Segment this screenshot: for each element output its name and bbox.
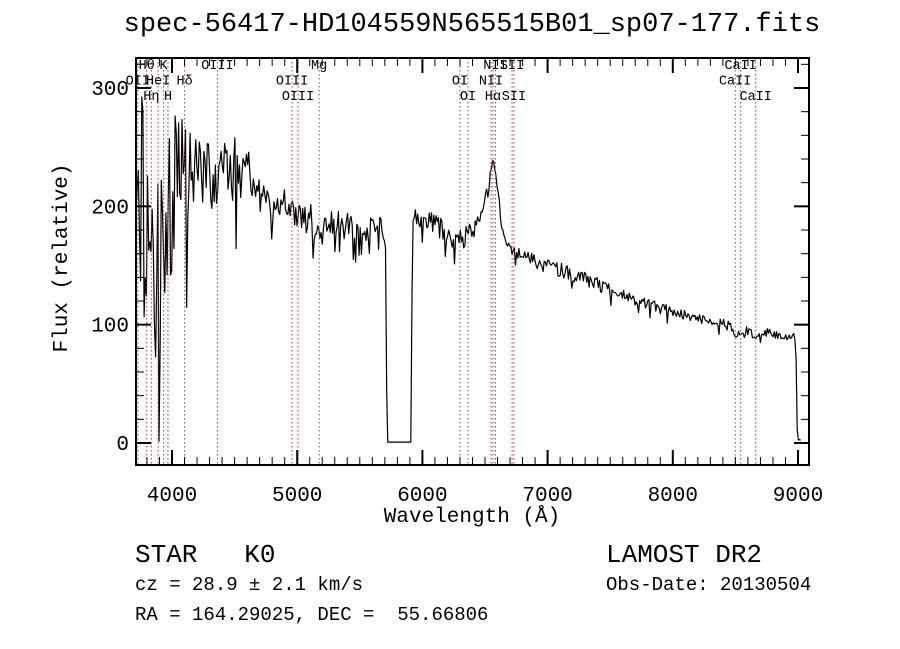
svg-text:Hδ: Hδ [177, 75, 193, 90]
svg-text:Hη: Hη [143, 90, 159, 105]
svg-text:OI: OI [460, 90, 476, 105]
svg-text:8000: 8000 [648, 485, 698, 508]
svg-text:OIII: OIII [201, 59, 233, 74]
svg-text:0: 0 [116, 434, 129, 457]
svg-text:5000: 5000 [272, 485, 322, 508]
svg-text:H: H [164, 90, 172, 105]
svg-text:100: 100 [91, 316, 129, 339]
classification-text: STAR K0 [135, 540, 276, 570]
coordinates-text: RA = 164.29025, DEC = 55.66806 [135, 604, 489, 626]
svg-text:K: K [160, 59, 169, 74]
svg-text:Hθ: Hθ [139, 59, 155, 74]
svg-text:NII: NII [479, 75, 503, 90]
svg-text:9000: 9000 [773, 485, 823, 508]
obs-date-text: Obs-Date: 20130504 [606, 574, 812, 596]
y-axis-label: Flux (relative) [51, 163, 74, 353]
plot-title: spec-56417-HD104559N565515B01_sp07-177.f… [123, 10, 821, 40]
x-axis-label: Wavelength (Å) [383, 506, 561, 529]
svg-text:SII: SII [500, 59, 524, 74]
svg-text:4000: 4000 [147, 485, 197, 508]
svg-text:NII: NII [483, 59, 507, 74]
svg-text:HeI: HeI [146, 75, 170, 90]
svg-text:OIII: OIII [276, 75, 308, 90]
svg-text:OIII: OIII [282, 90, 314, 105]
svg-text:CaII: CaII [719, 75, 751, 90]
svg-text:OI: OI [452, 75, 468, 90]
svg-text:6000: 6000 [397, 485, 447, 508]
svg-text:7000: 7000 [522, 485, 572, 508]
svg-text:300: 300 [91, 79, 129, 102]
survey-name-text: LAMOST DR2 [606, 540, 763, 570]
svg-text:SII: SII [502, 90, 526, 105]
svg-text:Mg: Mg [311, 59, 327, 74]
svg-text:Hα: Hα [485, 90, 501, 105]
svg-text:CaII: CaII [724, 59, 756, 74]
svg-text:OII: OII [126, 75, 150, 90]
svg-text:CaII: CaII [739, 90, 771, 105]
radial-velocity-text: cz = 28.9 ± 2.1 km/s [135, 574, 364, 596]
svg-text:200: 200 [91, 197, 129, 220]
